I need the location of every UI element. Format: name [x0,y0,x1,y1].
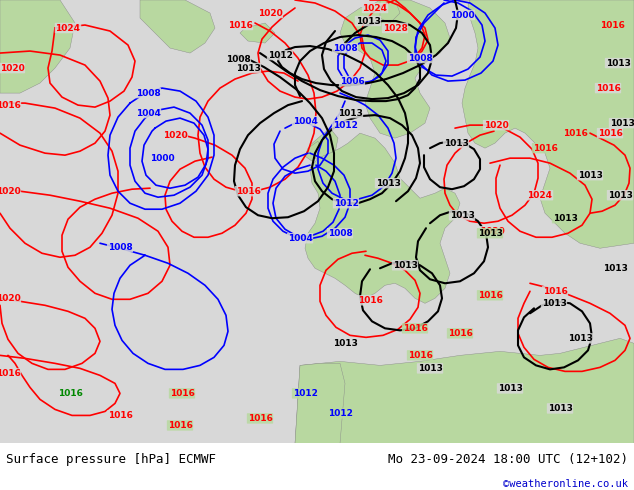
Text: 1016: 1016 [408,351,432,360]
Text: 1013: 1013 [392,261,417,270]
Text: 1013: 1013 [578,171,602,180]
Text: 1016: 1016 [543,287,567,296]
Polygon shape [295,364,345,443]
Text: 1008: 1008 [328,229,353,238]
Text: 1020: 1020 [257,8,282,18]
Text: 1012: 1012 [333,121,358,130]
Text: 1013: 1013 [337,109,363,118]
Text: 1013: 1013 [356,17,380,25]
Text: 1000: 1000 [150,154,174,163]
Text: 1016: 1016 [0,369,20,378]
Polygon shape [305,133,460,303]
Text: 1013: 1013 [498,384,522,393]
Text: 1016: 1016 [108,411,133,420]
Text: 1008: 1008 [108,243,133,252]
Text: 1013: 1013 [602,264,628,273]
Polygon shape [450,0,634,248]
Text: 1013: 1013 [333,339,358,348]
Text: 1013: 1013 [444,139,469,147]
Text: 1016: 1016 [477,291,502,300]
Text: 1000: 1000 [450,10,474,20]
Text: 1013: 1013 [609,119,634,127]
Text: 1012: 1012 [292,389,318,398]
Text: 1013: 1013 [567,334,592,343]
Text: 1004: 1004 [288,234,313,243]
Polygon shape [295,338,634,443]
Text: 1008: 1008 [333,44,358,52]
Text: 1013: 1013 [477,229,502,238]
Text: 1013: 1013 [605,59,630,68]
Text: 1013: 1013 [236,64,261,73]
Text: 1013: 1013 [541,299,566,308]
Text: 1016: 1016 [167,421,193,430]
Text: 1012: 1012 [333,199,358,208]
Text: 1016: 1016 [448,329,472,338]
Text: 1024: 1024 [363,3,387,13]
Text: 1013: 1013 [450,211,474,220]
Text: 1016: 1016 [236,187,261,196]
Text: 1020: 1020 [484,121,508,130]
Text: ©weatheronline.co.uk: ©weatheronline.co.uk [503,479,628,490]
Text: 1016: 1016 [403,324,427,333]
Text: 1016: 1016 [598,129,623,138]
Text: 1024: 1024 [56,24,81,32]
Text: 1006: 1006 [340,76,365,86]
Text: 1013: 1013 [607,191,633,200]
Text: 1020: 1020 [0,294,20,303]
Text: 1013: 1013 [418,364,443,373]
Text: 1008: 1008 [136,89,160,98]
Text: 1016: 1016 [0,100,20,110]
Text: 1020: 1020 [480,227,505,236]
Text: 1016: 1016 [562,129,588,138]
Text: 1020: 1020 [0,187,20,196]
Text: 1008: 1008 [226,54,250,64]
Text: 1004: 1004 [136,109,160,118]
Text: 1020: 1020 [163,131,188,140]
Text: 1013: 1013 [548,404,573,413]
Text: 1008: 1008 [408,53,432,63]
Text: 1012: 1012 [268,50,292,60]
Text: 1024: 1024 [527,191,552,200]
Text: 1020: 1020 [0,64,24,73]
Text: 1016: 1016 [533,144,557,153]
Text: 1016: 1016 [169,389,195,398]
Polygon shape [305,141,320,161]
Text: 1013: 1013 [553,214,578,223]
Text: 1016: 1016 [600,21,624,29]
Text: Mo 23-09-2024 18:00 UTC (12+102): Mo 23-09-2024 18:00 UTC (12+102) [387,453,628,466]
Polygon shape [340,0,450,138]
Text: 1013: 1013 [375,179,401,188]
Text: Surface pressure [hPa] ECMWF: Surface pressure [hPa] ECMWF [6,453,216,466]
Polygon shape [0,0,75,93]
Text: 1004: 1004 [292,117,318,125]
Polygon shape [380,0,400,23]
Polygon shape [240,23,275,43]
Text: 1016: 1016 [247,414,273,423]
Text: 1016: 1016 [58,389,82,398]
Text: 1012: 1012 [328,409,353,418]
Text: 1016: 1016 [595,84,621,93]
Text: 1016: 1016 [358,296,382,305]
Text: 1016: 1016 [228,21,252,29]
Text: 1028: 1028 [382,24,408,32]
Polygon shape [140,0,215,53]
Polygon shape [310,128,338,163]
